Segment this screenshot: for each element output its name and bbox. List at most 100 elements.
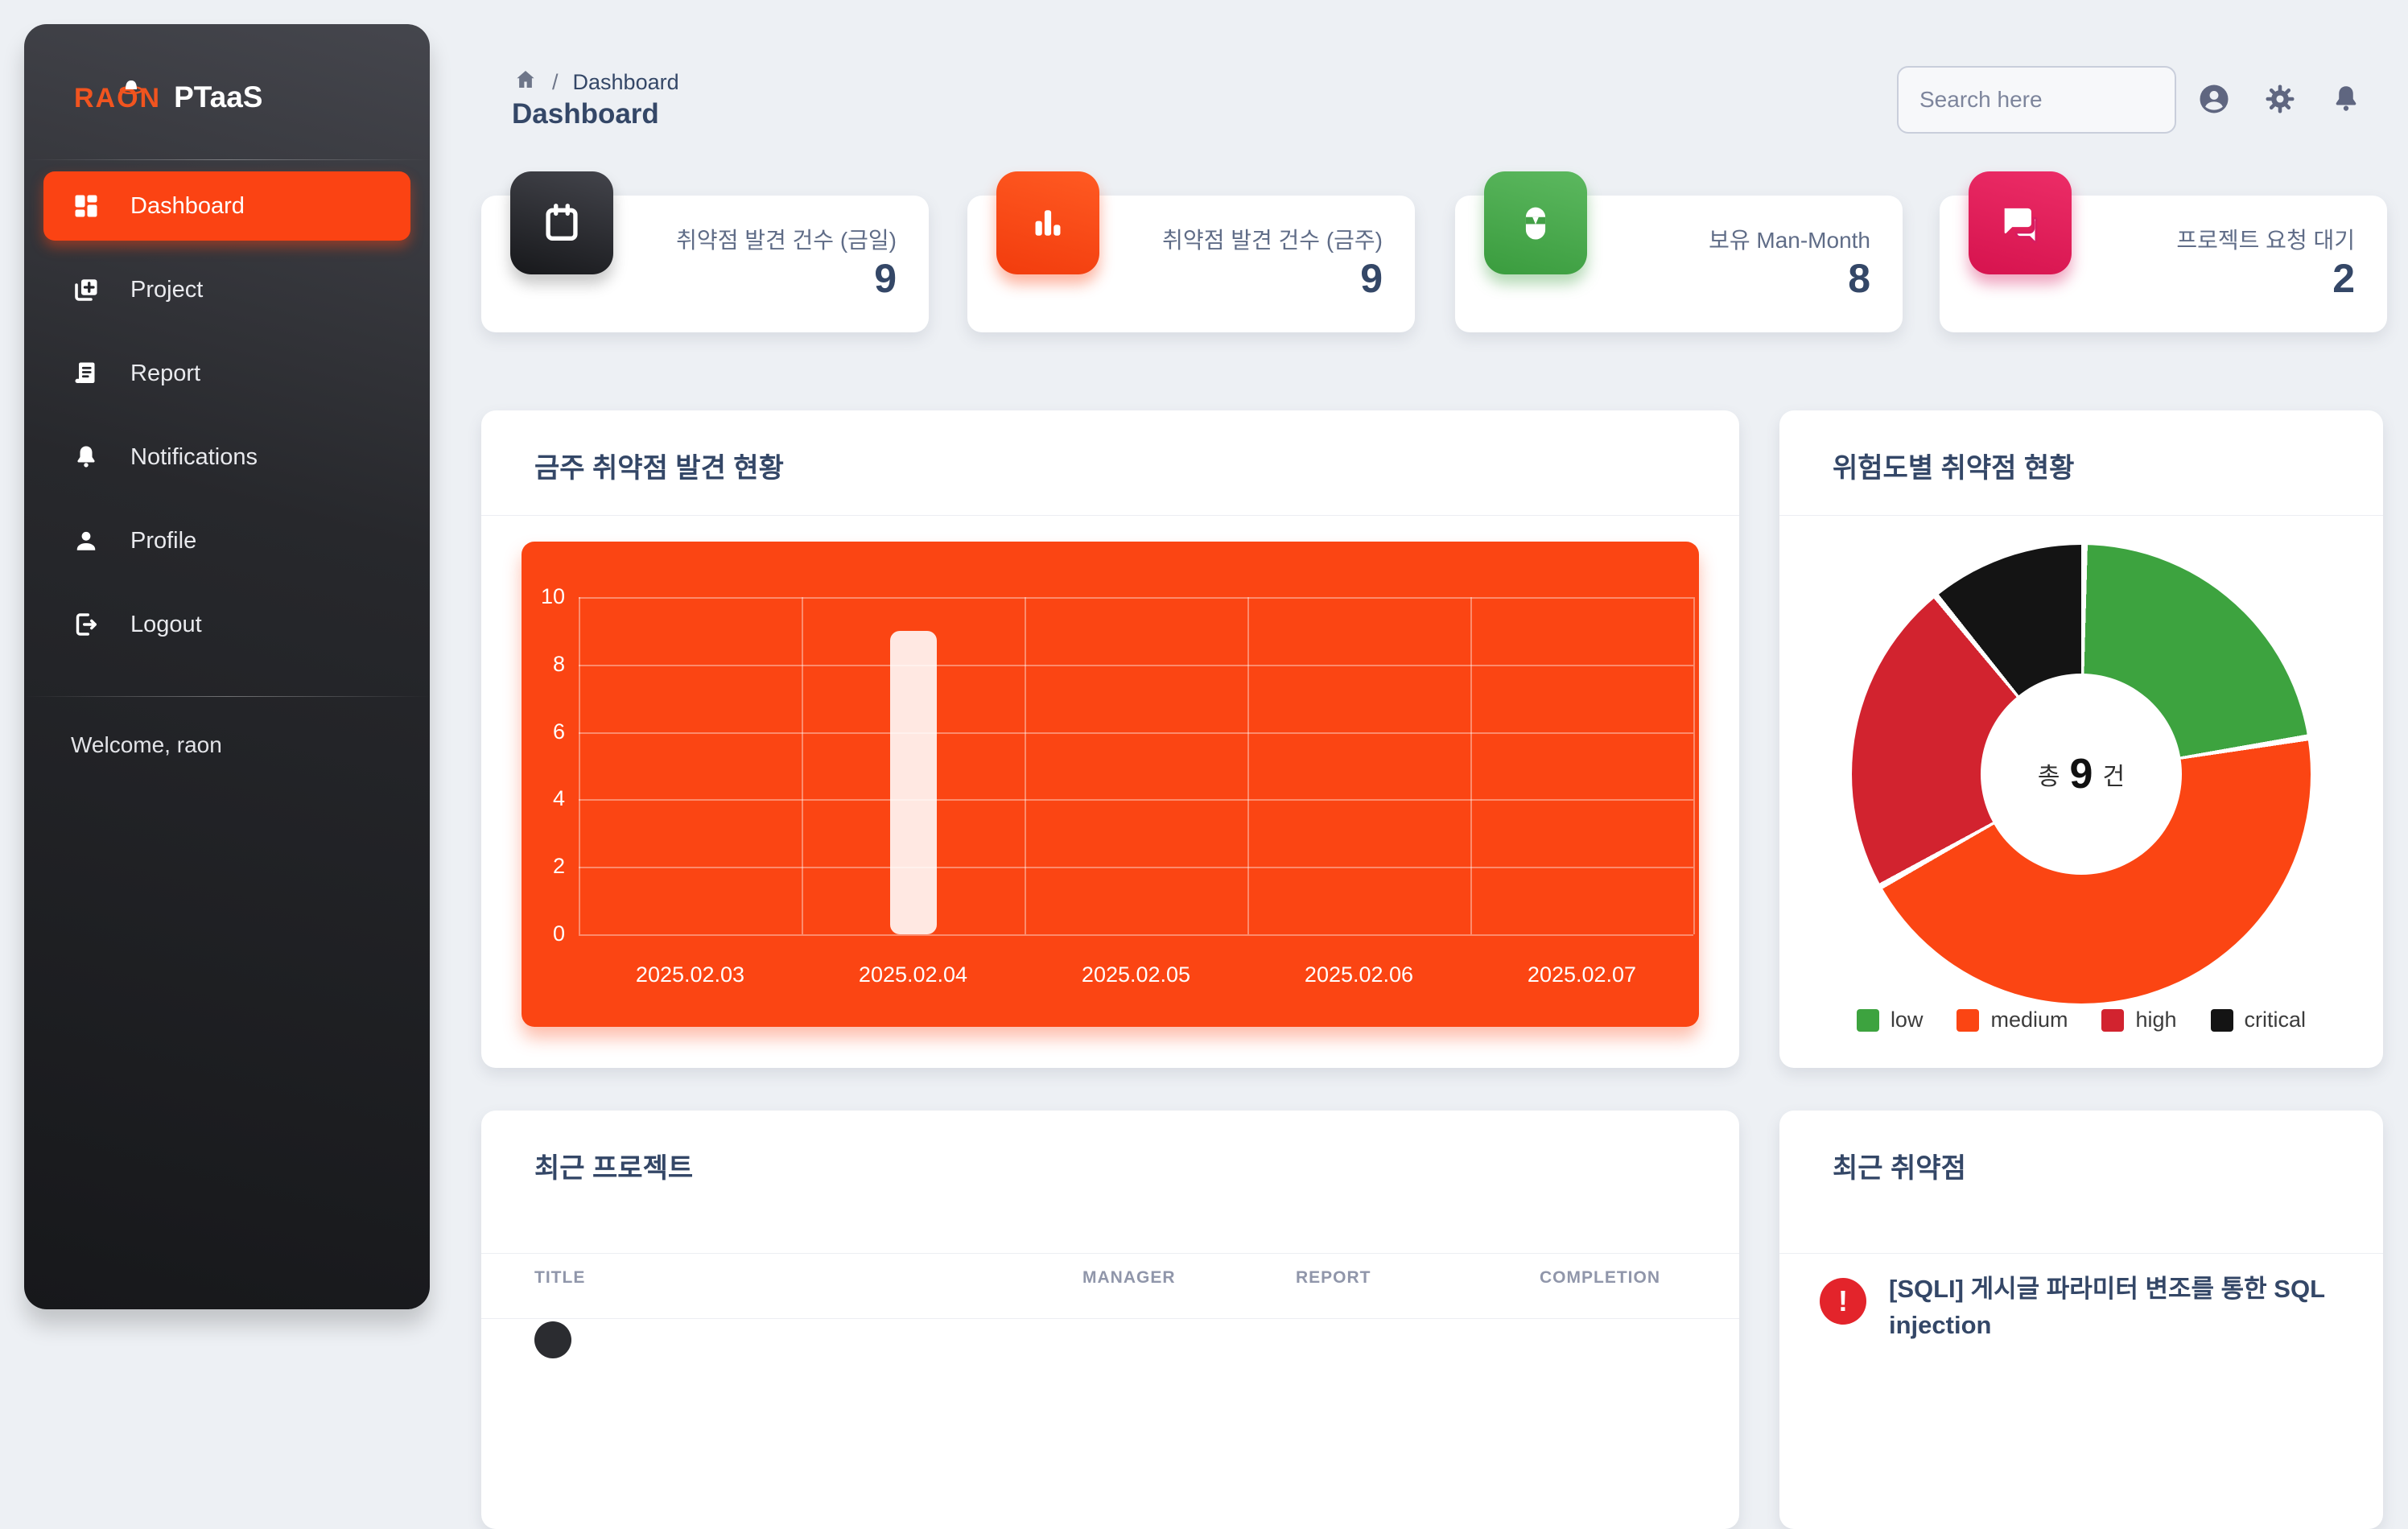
legend-label: medium [1990,1008,2068,1032]
vuln-title: [SQLI] 게시글 파라미터 변조를 통한 SQL injection [1889,1275,2325,1339]
sidebar-item-label: Dashboard [130,192,245,219]
settings-icon[interactable] [2263,82,2297,116]
stat-label: 취약점 발견 건수 (금주) [1162,228,1383,253]
legend-item[interactable]: high [2101,1008,2177,1032]
legend-swatch [1856,1008,1879,1032]
account-icon[interactable] [2197,82,2231,116]
legend-item[interactable]: low [1856,1008,1924,1032]
x-tick-label: 2025.02.07 [1527,962,1637,987]
gridline [802,597,803,934]
sidebar-item-dashboard[interactable]: Dashboard [43,171,410,241]
add-project-icon [71,274,101,305]
divider [481,515,1739,516]
stat-card-today: 취약점 발견 건수 (금일) 9 [481,171,929,332]
stat-card-requests: 프로젝트 요청 대기 2 [1940,171,2387,332]
sidebar-item-label: Report [130,360,201,386]
sidebar-item-report[interactable]: Report [43,339,410,408]
y-tick-label: 2 [552,854,565,878]
stat-value: 8 [1848,256,1870,301]
raon-logo-text: RAON [74,80,161,112]
stat-label: 취약점 발견 건수 (금일) [676,228,897,253]
gridline [579,665,1693,666]
legend-label: low [1890,1008,1924,1032]
hat-icon [119,72,143,99]
breadcrumb: / Dashboard [513,68,679,97]
sidebar-divider [24,696,430,697]
divider [1779,515,2383,516]
sidebar-divider [24,159,430,160]
wallet-icon [1484,171,1587,274]
avatar [534,1321,571,1358]
legend-label: high [2135,1008,2177,1032]
calendar-icon [510,171,613,274]
stat-label: 프로젝트 요청 대기 [2176,228,2355,253]
y-tick-label: 6 [552,719,565,744]
gridline [1693,597,1695,934]
y-tick-label: 0 [552,921,565,946]
divider [481,1253,1739,1254]
stat-card-week: 취약점 발견 건수 (금주) 9 [967,171,1415,332]
sidebar-item-project[interactable]: Project [43,255,410,324]
divider [481,1318,1739,1319]
gridline [1247,597,1249,934]
donut-total-suffix: 건 [2102,764,2126,790]
gridline [1025,597,1026,934]
y-tick-label: 4 [552,786,565,810]
legend-item[interactable]: critical [2210,1008,2306,1032]
stat-label: 보유 Man-Month [1709,228,1870,253]
bar [890,631,937,934]
sidebar-item-label: Logout [130,611,202,637]
donut-total-prefix: 총 [2037,764,2060,790]
recent-vulns-card: 최근 취약점 ! [SQLI] 게시글 파라미터 변조를 통한 SQL inje… [1779,1111,2383,1529]
forum-icon [1969,171,2072,274]
weekly-vulns-card: 금주 취약점 발견 현황 0 2 4 6 8 10 2025.02.03 2025.02.04… [481,410,1739,1068]
recent-projects-title: 최근 프로젝트 [534,1153,694,1184]
divider [1779,1253,2383,1254]
weekly-vulns-title: 금주 취약점 발견 현황 [534,453,784,484]
legend-swatch [2210,1008,2233,1032]
person-icon [71,525,101,556]
x-tick-label: 2025.02.03 [635,962,745,987]
x-tick-label: 2025.02.06 [1304,962,1414,987]
legend-swatch [1956,1008,1980,1032]
breadcrumb-separator: / [552,70,559,94]
notifications-icon[interactable] [2329,82,2363,116]
gridline [579,597,580,934]
legend-item[interactable]: medium [1956,1008,2068,1032]
breadcrumb-page[interactable]: Dashboard [572,70,679,94]
gridline [579,867,1693,868]
legend-swatch [2101,1008,2125,1032]
severity-title: 위험도별 취약점 현황 [1833,453,2075,484]
stat-value: 9 [874,256,897,301]
y-tick-label: 8 [552,652,565,676]
brand-logo[interactable]: RAON PTaaS [74,80,262,112]
gridline [579,799,1693,801]
stat-value: 9 [1360,256,1383,301]
search-input[interactable] [1897,66,2176,134]
header-actions [2197,82,2363,116]
x-tick-label: 2025.02.04 [858,962,968,987]
bar-chart-icon [996,171,1099,274]
list-item[interactable]: ! [SQLI] 게시글 파라미터 변조를 통한 SQL injection [1820,1271,2328,1344]
sidebar-nav: Dashboard Project Report Notifications P… [43,171,410,674]
home-icon[interactable] [513,68,538,97]
stat-card-manmonth: 보유 Man-Month 8 [1455,171,1903,332]
logout-icon [71,609,101,640]
recent-vulns-title: 최근 취약점 [1833,1153,1966,1184]
sidebar-item-label: Notifications [130,443,258,470]
donut-center-label: 총 9 건 [1981,674,2182,875]
column-header-report: REPORT [1296,1268,1371,1287]
gridline [579,597,1693,599]
sidebar-item-notifications[interactable]: Notifications [43,422,410,492]
sidebar-item-profile[interactable]: Profile [43,506,410,575]
donut-total-value: 9 [2069,751,2093,797]
gridline [1470,597,1472,934]
recent-projects-card: 최근 프로젝트 TITLE MANAGER REPORT COMPLETION [481,1111,1739,1529]
page-title: Dashboard [512,98,659,130]
welcome-text: Welcome, raon [71,732,222,757]
y-tick-label: 10 [540,584,565,608]
error-icon: ! [1820,1278,1866,1325]
sidebar-item-logout[interactable]: Logout [43,590,410,659]
column-header-manager: MANAGER [1082,1268,1176,1287]
gridline [579,934,1693,936]
